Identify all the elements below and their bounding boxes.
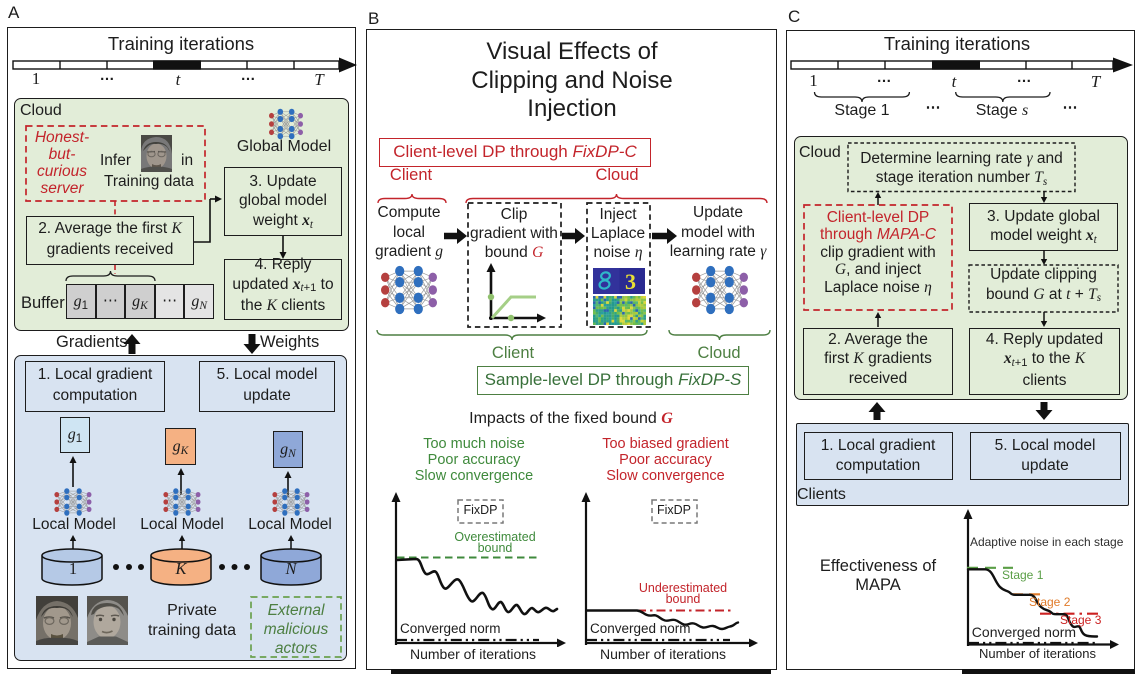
svg-text:3: 3 [625, 269, 636, 294]
